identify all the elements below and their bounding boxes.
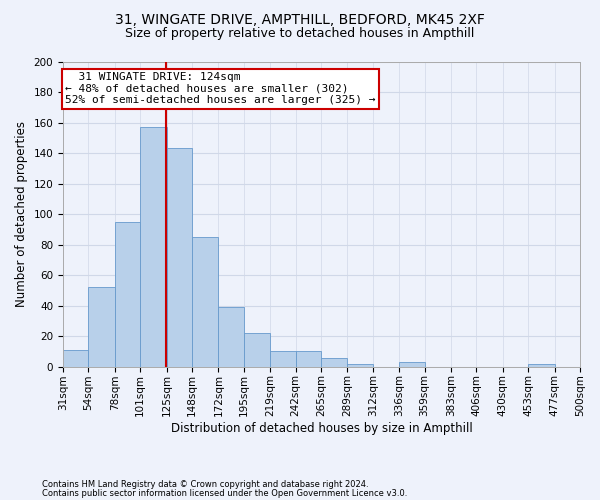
Text: 31, WINGATE DRIVE, AMPTHILL, BEDFORD, MK45 2XF: 31, WINGATE DRIVE, AMPTHILL, BEDFORD, MK…: [115, 12, 485, 26]
Bar: [399, 362, 425, 366]
Bar: [218, 307, 244, 366]
Text: 31 WINGATE DRIVE: 124sqm
← 48% of detached houses are smaller (302)
52% of semi-: 31 WINGATE DRIVE: 124sqm ← 48% of detach…: [65, 72, 376, 106]
Bar: [347, 364, 373, 366]
Y-axis label: Number of detached properties: Number of detached properties: [15, 121, 28, 307]
Text: Size of property relative to detached houses in Ampthill: Size of property relative to detached ho…: [125, 28, 475, 40]
Bar: [528, 364, 554, 366]
Text: Contains HM Land Registry data © Crown copyright and database right 2024.: Contains HM Land Registry data © Crown c…: [42, 480, 368, 489]
Bar: [115, 222, 140, 366]
Bar: [88, 288, 115, 366]
Bar: [244, 333, 270, 366]
Text: Contains public sector information licensed under the Open Government Licence v3: Contains public sector information licen…: [42, 488, 407, 498]
Bar: [167, 148, 192, 366]
Bar: [192, 237, 218, 366]
Bar: [63, 350, 88, 366]
X-axis label: Distribution of detached houses by size in Ampthill: Distribution of detached houses by size …: [170, 422, 472, 435]
Bar: [321, 358, 347, 366]
Bar: [270, 352, 296, 366]
Bar: [140, 127, 167, 366]
Bar: [296, 352, 321, 366]
